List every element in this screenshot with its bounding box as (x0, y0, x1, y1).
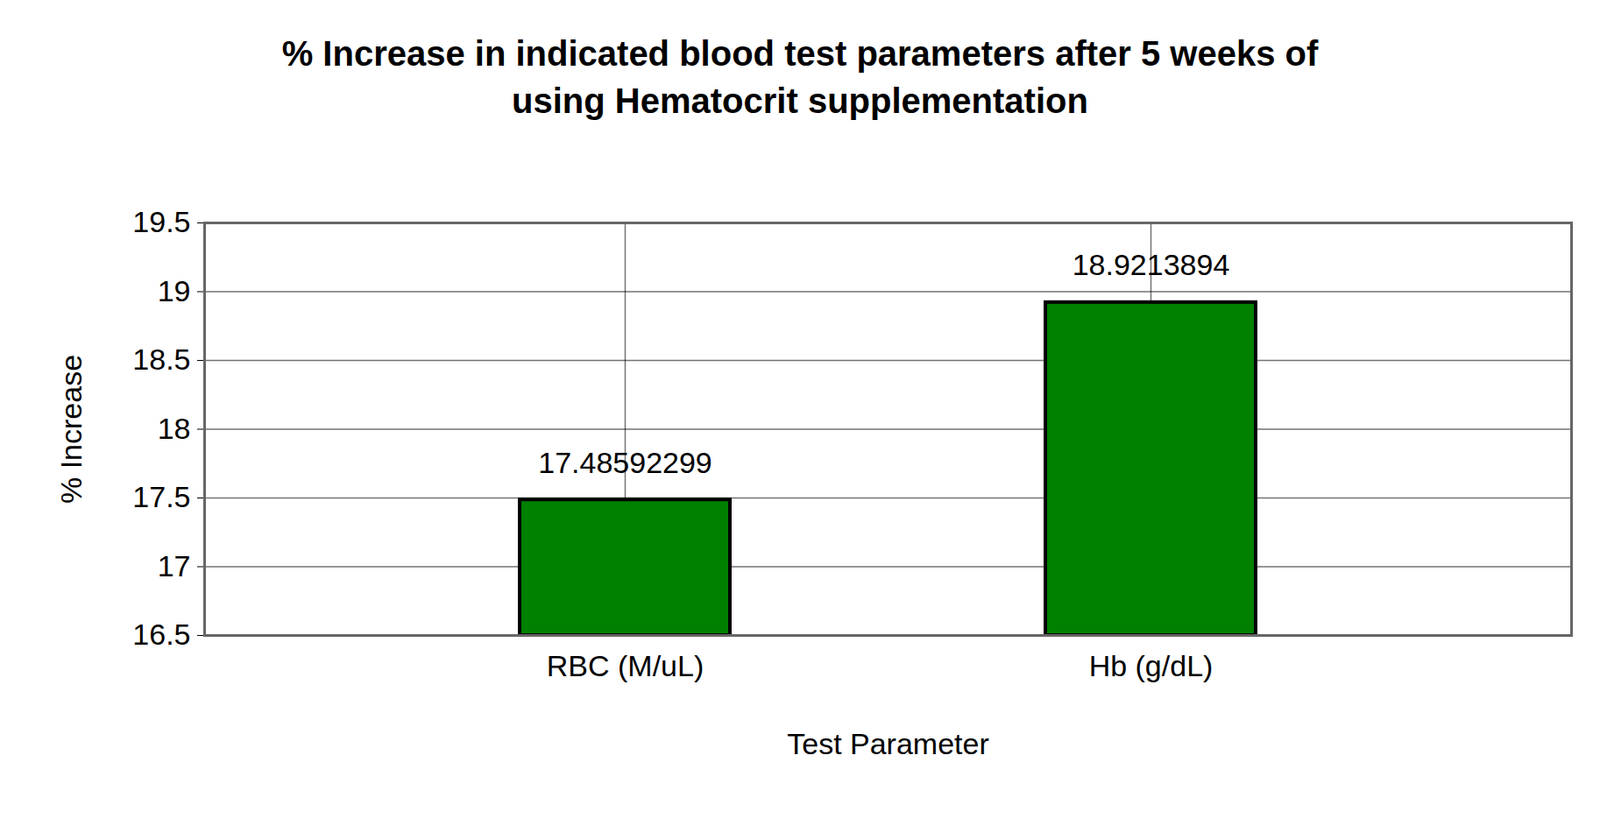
svg-text:19.5: 19.5 (132, 205, 191, 239)
svg-text:18: 18 (157, 411, 192, 446)
svg-text:16.5: 16.5 (132, 617, 191, 652)
html-text:% Increase in indicated blood: % Increase in indicated blood test param… (281, 34, 1319, 121)
svg-text:Hb (g/dL): Hb (g/dL) (1089, 649, 1214, 683)
svg-text:RBC (M/uL): RBC (M/uL) (546, 649, 704, 683)
svg-text:17.5: 17.5 (132, 480, 191, 514)
svg-text:% Increase: % Increase (54, 354, 88, 504)
svg-text:17: 17 (157, 549, 192, 583)
svg-text:19: 19 (157, 274, 192, 308)
svg-text:Test Parameter: Test Parameter (786, 727, 990, 761)
svg-text:17.48592299: 17.48592299 (538, 446, 713, 480)
svg-text:18.9213894: 18.9213894 (1072, 247, 1231, 282)
svg-text:18.5: 18.5 (132, 342, 191, 376)
